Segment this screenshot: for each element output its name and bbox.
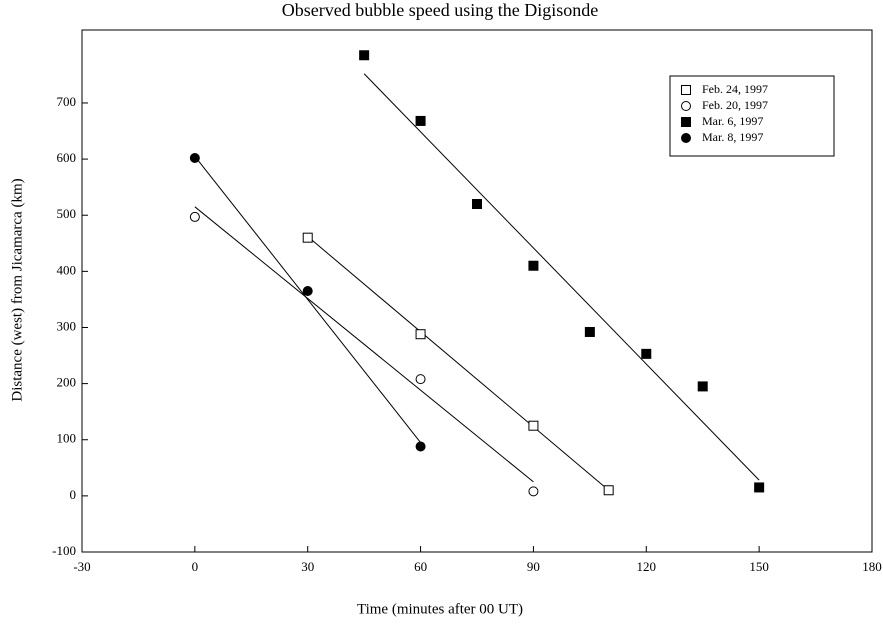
- marker: [415, 441, 426, 452]
- legend-marker: [681, 117, 691, 127]
- x-axis-label: Time (minutes after 00 UT): [357, 601, 523, 617]
- marker: [697, 381, 708, 392]
- legend-marker: [681, 101, 691, 111]
- marker: [472, 199, 482, 209]
- x-tick-label: 90: [527, 559, 540, 574]
- y-axis-label: Distance (west) from Jicamarca (km): [9, 178, 25, 401]
- x-tick-label: 30: [301, 559, 314, 574]
- legend-marker: [681, 133, 691, 143]
- y-tick-label: 300: [57, 318, 77, 333]
- legend-label: Mar. 6, 1997: [702, 114, 763, 128]
- y-tick-label: 700: [57, 94, 77, 109]
- legend-label: Feb. 20, 1997: [702, 98, 768, 112]
- marker: [528, 486, 539, 497]
- x-tick-label: 0: [192, 559, 199, 574]
- legend-label: Mar. 8, 1997: [702, 130, 763, 144]
- marker: [528, 420, 539, 431]
- x-tick-label: 180: [862, 559, 882, 574]
- marker: [641, 348, 652, 359]
- plot-frame: [81, 29, 873, 553]
- marker: [603, 485, 614, 496]
- y-tick-label: 400: [57, 262, 77, 277]
- marker: [584, 326, 595, 337]
- y-tick-label: 100: [57, 431, 77, 446]
- legend: Feb. 24, 1997 Feb. 20, 1997 Mar. 6, 1997 Ma…: [669, 75, 835, 157]
- y-tick-label: -100: [52, 543, 76, 558]
- marker: [359, 50, 370, 61]
- marker: [302, 232, 313, 243]
- y-tick-label: 200: [57, 375, 77, 390]
- fit-line: [307, 236, 609, 491]
- marker: [415, 374, 426, 385]
- marker: [302, 286, 313, 296]
- x-tick-label: 60: [414, 559, 427, 574]
- y-tick-label: 0: [70, 487, 77, 502]
- marker: [189, 152, 200, 163]
- x-tick-label: 120: [637, 559, 657, 574]
- legend-box: [669, 75, 835, 157]
- chart-title: Observed bubble speed using the Digisond…: [282, 0, 598, 20]
- y-tick-label: 600: [57, 150, 77, 165]
- legend-label: Feb. 24, 1997: [702, 82, 768, 96]
- marker: [754, 482, 765, 493]
- x-tick-label: 150: [749, 559, 769, 574]
- marker: [415, 329, 426, 340]
- marker: [189, 211, 200, 222]
- marker: [415, 115, 426, 126]
- fit-line: [363, 73, 760, 481]
- legend-marker: [681, 85, 691, 95]
- y-tick-label: 500: [57, 206, 77, 221]
- fit-line: [194, 155, 421, 443]
- marker: [528, 260, 539, 271]
- fit-line: [194, 206, 534, 483]
- x-tick-label: -30: [73, 559, 90, 574]
